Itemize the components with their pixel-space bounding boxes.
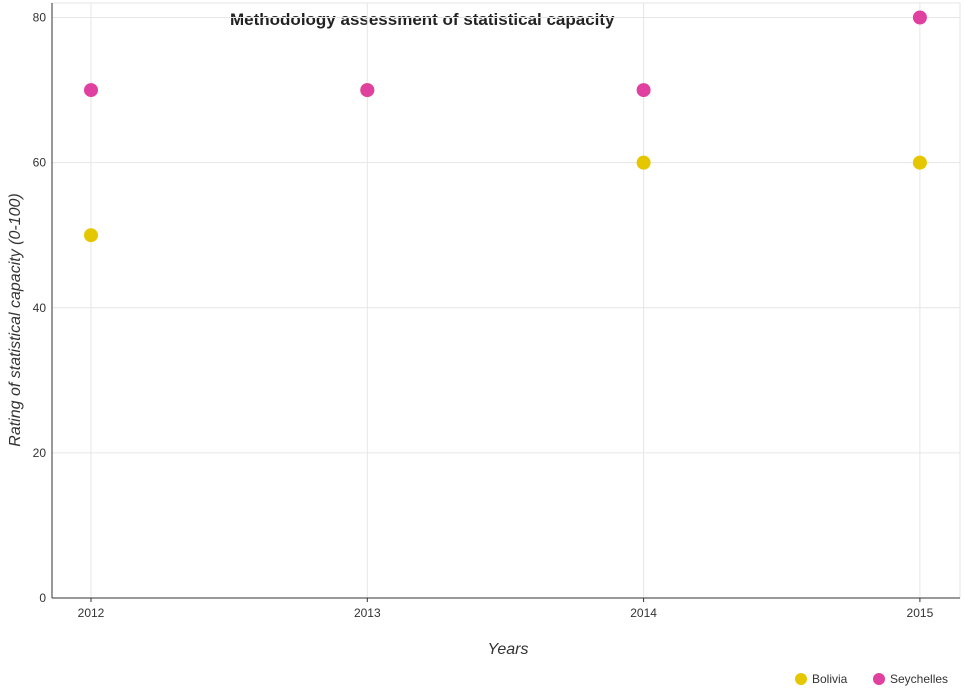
legend-marker-seychelles <box>873 673 885 685</box>
y-tick-labels: 0 20 40 60 80 <box>33 11 47 605</box>
x-tick-label: 2013 <box>354 606 381 620</box>
x-tick-label: 2012 <box>78 606 105 620</box>
chart-title: Methodology assessment of statistical ca… <box>230 10 615 29</box>
axes <box>51 3 960 602</box>
y-axis-label: Rating of statistical capacity (0-100) <box>7 193 24 446</box>
y-tick-label: 0 <box>39 591 46 605</box>
point-bolivia-2014 <box>636 155 651 170</box>
y-tick-label: 40 <box>33 301 47 315</box>
x-axis-label: Years <box>488 641 529 658</box>
legend-label-seychelles: Seychelles <box>890 672 948 686</box>
legend: Bolivia Seychelles <box>795 672 948 686</box>
data-points <box>84 10 927 243</box>
legend-marker-bolivia <box>795 673 807 685</box>
point-seychelles-2015 <box>912 10 927 25</box>
x-tick-label: 2014 <box>630 606 657 620</box>
plot-frame <box>51 2 961 599</box>
y-tick-label: 20 <box>33 446 47 460</box>
x-tick-labels: 2012 2013 2014 2015 <box>78 606 934 620</box>
point-seychelles-2013 <box>360 83 375 98</box>
x-tick-label: 2015 <box>907 606 934 620</box>
y-tick-label: 60 <box>33 156 47 170</box>
point-seychelles-2014 <box>636 83 651 98</box>
legend-label-bolivia: Bolivia <box>812 672 848 686</box>
point-seychelles-2012 <box>84 83 98 98</box>
point-bolivia-2012 <box>84 228 98 243</box>
point-bolivia-2015 <box>912 155 927 170</box>
grid <box>51 2 961 599</box>
y-tick-label: 80 <box>33 11 47 25</box>
